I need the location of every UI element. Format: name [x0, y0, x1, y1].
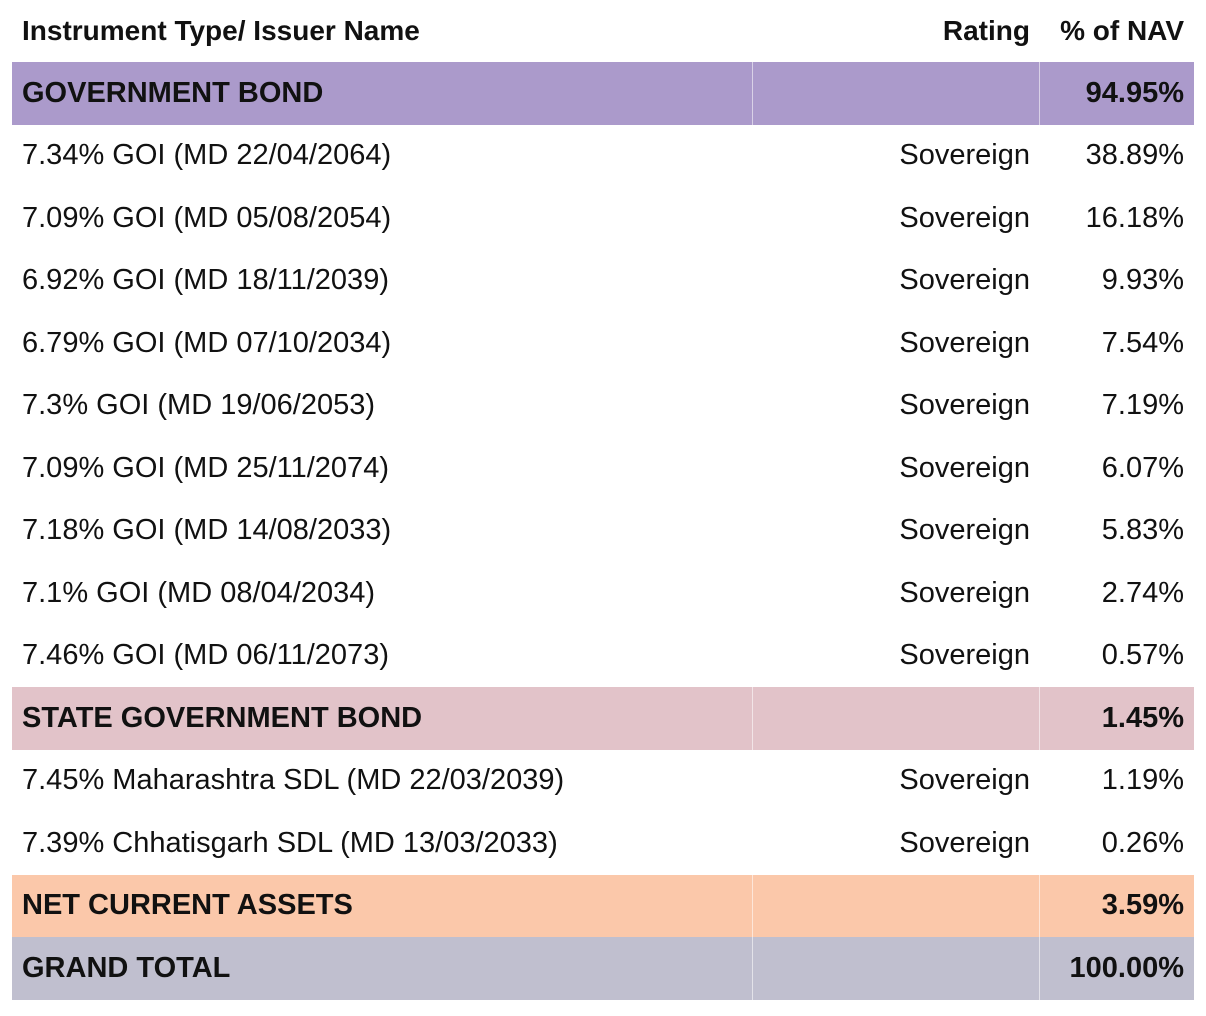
section-nav: 3.59% — [1101, 889, 1184, 922]
table-row: 7.09% GOI (MD 05/08/2054) Sovereign 16.1… — [12, 187, 1194, 250]
section-name: NET CURRENT ASSETS — [22, 889, 353, 922]
issuer-name: 7.46% GOI (MD 06/11/2073) — [22, 639, 389, 672]
section-name: GRAND TOTAL — [22, 951, 231, 984]
header-rating: Rating — [942, 15, 1030, 46]
rating: Sovereign — [899, 826, 1030, 859]
rating: Sovereign — [899, 201, 1030, 234]
section-row-grand-total: GRAND TOTAL 100.00% — [12, 937, 1194, 1000]
issuer-name: 7.18% GOI (MD 14/08/2033) — [22, 514, 392, 547]
rating: Sovereign — [899, 639, 1030, 672]
rating: Sovereign — [899, 264, 1030, 297]
nav-percent: 9.93% — [1101, 264, 1184, 297]
section-nav: 100.00% — [1069, 951, 1185, 984]
header-nav-percent: % of NAV — [1060, 15, 1184, 46]
rating: Sovereign — [899, 764, 1030, 797]
issuer-name: 7.3% GOI (MD 19/06/2053) — [22, 389, 375, 422]
table-row: 7.3% GOI (MD 19/06/2053) Sovereign 7.19% — [12, 375, 1194, 438]
portfolio-holdings-table: Instrument Type/ Issuer Name Rating % of… — [12, 0, 1194, 1000]
nav-percent: 38.89% — [1085, 139, 1184, 172]
rating: Sovereign — [899, 514, 1030, 547]
table-header-row: Instrument Type/ Issuer Name Rating % of… — [12, 0, 1194, 62]
section-nav: 1.45% — [1101, 701, 1184, 734]
nav-percent: 0.26% — [1101, 826, 1184, 859]
table-row: 7.09% GOI (MD 25/11/2074) Sovereign 6.07… — [12, 437, 1194, 500]
issuer-name: 7.39% Chhatisgarh SDL (MD 13/03/2033) — [22, 826, 558, 859]
issuer-name: 7.34% GOI (MD 22/04/2064) — [22, 139, 392, 172]
section-name: GOVERNMENT BOND — [22, 76, 324, 109]
table-row: 7.45% Maharashtra SDL (MD 22/03/2039) So… — [12, 750, 1194, 813]
table-row: 6.92% GOI (MD 18/11/2039) Sovereign 9.93… — [12, 250, 1194, 313]
table-row: 7.1% GOI (MD 08/04/2034) Sovereign 2.74% — [12, 562, 1194, 625]
table-row: 7.34% GOI (MD 22/04/2064) Sovereign 38.8… — [12, 125, 1194, 188]
nav-percent: 2.74% — [1101, 576, 1184, 609]
table-row: 6.79% GOI (MD 07/10/2034) Sovereign 7.54… — [12, 312, 1194, 375]
nav-percent: 7.54% — [1101, 326, 1184, 359]
issuer-name: 7.09% GOI (MD 05/08/2054) — [22, 201, 392, 234]
section-rating — [752, 62, 1040, 125]
table-row: 7.39% Chhatisgarh SDL (MD 13/03/2033) So… — [12, 812, 1194, 875]
issuer-name: 6.79% GOI (MD 07/10/2034) — [22, 326, 392, 359]
header-instrument-name: Instrument Type/ Issuer Name — [22, 15, 420, 46]
rating: Sovereign — [899, 576, 1030, 609]
section-rating — [752, 687, 1040, 750]
nav-percent: 16.18% — [1085, 201, 1184, 234]
issuer-name: 7.09% GOI (MD 25/11/2074) — [22, 451, 389, 484]
section-nav: 94.95% — [1085, 76, 1184, 109]
section-row-net-current-assets: NET CURRENT ASSETS 3.59% — [12, 874, 1194, 937]
nav-percent: 6.07% — [1101, 451, 1184, 484]
section-row-state-government-bond: STATE GOVERNMENT BOND 1.45% — [12, 687, 1194, 750]
rating: Sovereign — [899, 389, 1030, 422]
nav-percent: 0.57% — [1101, 639, 1184, 672]
issuer-name: 7.45% Maharashtra SDL (MD 22/03/2039) — [22, 764, 565, 797]
section-row-government-bond: GOVERNMENT BOND 94.95% — [12, 62, 1194, 125]
rating: Sovereign — [899, 326, 1030, 359]
table-row: 7.18% GOI (MD 14/08/2033) Sovereign 5.83… — [12, 500, 1194, 563]
issuer-name: 7.1% GOI (MD 08/04/2034) — [22, 576, 375, 609]
section-rating — [752, 874, 1040, 937]
rating: Sovereign — [899, 139, 1030, 172]
section-name: STATE GOVERNMENT BOND — [22, 701, 423, 734]
nav-percent: 7.19% — [1101, 389, 1184, 422]
nav-percent: 1.19% — [1101, 764, 1184, 797]
rating: Sovereign — [899, 451, 1030, 484]
section-rating — [752, 937, 1040, 1000]
issuer-name: 6.92% GOI (MD 18/11/2039) — [22, 264, 389, 297]
table-row: 7.46% GOI (MD 06/11/2073) Sovereign 0.57… — [12, 625, 1194, 688]
nav-percent: 5.83% — [1101, 514, 1184, 547]
